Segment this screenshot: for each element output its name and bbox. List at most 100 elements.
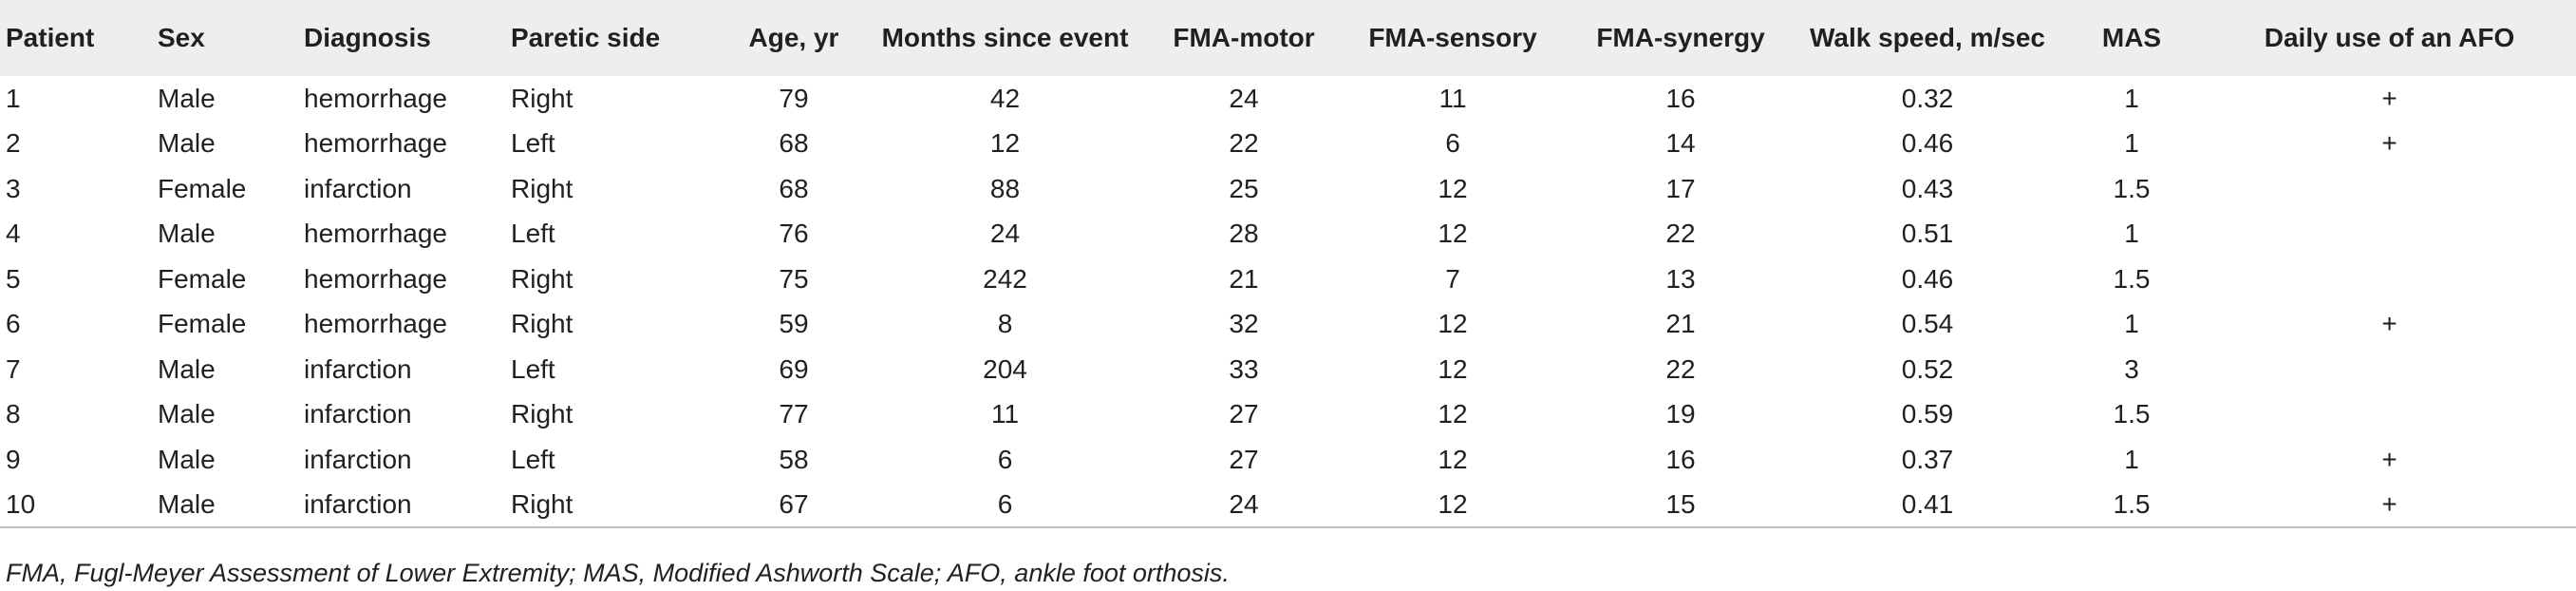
col-header-patient: Patient (6, 23, 95, 52)
cell-fma-motor: 25 (1229, 173, 1259, 203)
cell-fma-sensory: 12 (1438, 353, 1468, 384)
cell-patient: 2 (6, 128, 21, 159)
cell-mas: 1 (2124, 219, 2139, 249)
cell-walk-speed: 0.52 (1901, 353, 1954, 384)
cell-fma-synergy: 15 (1567, 482, 1795, 528)
cell-sex: Female (158, 263, 247, 294)
cell-mas: 1 (2124, 128, 2139, 159)
table-row: 9 Male infarction Left 58 6 27 12 16 0.3… (0, 437, 2576, 483)
cell-mas: 3 (2124, 353, 2139, 384)
cell-fma-motor: 22 (1229, 128, 1259, 159)
cell-age: 79 (779, 83, 809, 113)
cell-diagnosis: infarction (304, 173, 412, 203)
cell-fma-motor: 21 (1229, 263, 1259, 294)
cell-mas: 1 (2124, 309, 2139, 339)
cell-sex: Male (158, 444, 216, 474)
cell-patient: 4 (6, 219, 21, 249)
cell-fma-sensory: 12 (1438, 444, 1468, 474)
cell-fma-motor: 32 (1229, 309, 1259, 339)
cell-fma-synergy: 17 (1665, 173, 1696, 203)
cell-daily-afo-use (2203, 347, 2576, 392)
col-header-sex: Sex (158, 23, 205, 52)
cell-fma-synergy: 21 (1665, 309, 1696, 339)
table-body: 1 Male hemorrhage Right 79 42 24 11 16 0… (0, 76, 2576, 528)
cell-sex: Male (158, 482, 304, 528)
cell-daily-afo-use (2203, 212, 2576, 257)
cell-fma-synergy: 22 (1665, 353, 1696, 384)
cell-sex: Female (158, 309, 247, 339)
cell-diagnosis: infarction (304, 353, 412, 384)
cell-paretic-side: Right (511, 263, 573, 294)
cell-daily-afo-use: + (2381, 444, 2397, 474)
col-header-months-since-event: Months since event (881, 23, 1129, 52)
table-row: 10 Male infarction Right 67 6 24 12 15 0… (0, 482, 2576, 528)
cell-age: 68 (779, 173, 809, 203)
table-header: Patient Sex Diagnosis Paretic side Age, … (0, 0, 2576, 76)
cell-sex: Male (158, 219, 216, 249)
cell-sex: Male (158, 399, 216, 429)
cell-sex: Male (158, 128, 216, 159)
cell-fma-sensory: 11 (1438, 83, 1467, 113)
col-header-fma-sensory: FMA-sensory (1368, 23, 1537, 52)
cell-paretic-side: Left (511, 128, 555, 159)
cell-walk-speed: 0.32 (1901, 83, 1954, 113)
cell-mas: 1.5 (2113, 399, 2151, 429)
cell-age: 69 (779, 353, 809, 384)
cell-diagnosis: hemorrhage (304, 219, 447, 249)
cell-months-since-event: 88 (989, 173, 1021, 203)
col-header-age: Age, yr (748, 23, 839, 52)
cell-fma-sensory: 6 (1445, 128, 1460, 159)
cell-patient: 5 (6, 263, 21, 294)
cell-months-since-event: 42 (989, 83, 1021, 113)
cell-mas: 1 (2124, 83, 2139, 113)
col-header-mas: MAS (2101, 23, 2162, 52)
cell-daily-afo-use (2203, 257, 2576, 302)
header-row: Patient Sex Diagnosis Paretic side Age, … (0, 0, 2576, 76)
table-row: 6 Female hemorrhage Right 59 8 32 12 21 … (0, 302, 2576, 348)
cell-daily-afo-use: + (2381, 83, 2397, 113)
cell-daily-afo-use: + (2203, 482, 2576, 528)
cell-months-since-event: 8 (997, 309, 1013, 339)
cell-diagnosis: hemorrhage (304, 263, 447, 294)
cell-mas: 1 (2124, 444, 2139, 474)
cell-mas: 1.5 (2113, 263, 2151, 294)
cell-patient: 3 (6, 173, 21, 203)
cell-patient: 6 (6, 309, 21, 339)
cell-months-since-event: 6 (861, 482, 1149, 528)
cell-age: 58 (779, 444, 809, 474)
cell-fma-synergy: 14 (1665, 128, 1696, 159)
cell-fma-synergy: 16 (1665, 83, 1696, 113)
cell-fma-sensory: 12 (1339, 482, 1567, 528)
table-row: 4 Male hemorrhage Left 76 24 28 12 22 0.… (0, 212, 2576, 257)
cell-daily-afo-use (2203, 166, 2576, 212)
cell-months-since-event: 11 (990, 399, 1020, 429)
cell-fma-motor: 27 (1229, 444, 1259, 474)
cell-fma-sensory: 7 (1445, 263, 1460, 294)
cell-walk-speed: 0.43 (1901, 173, 1954, 203)
table-footnote: FMA, Fugl-Meyer Assessment of Lower Extr… (6, 559, 1230, 587)
cell-walk-speed: 0.59 (1901, 399, 1954, 429)
cell-months-since-event: 242 (983, 263, 1027, 294)
cell-fma-synergy: 22 (1665, 219, 1696, 249)
cell-fma-motor: 24 (1149, 482, 1339, 528)
cell-paretic-side: Right (511, 482, 726, 528)
cell-walk-speed: 0.51 (1901, 219, 1954, 249)
cell-sex: Male (158, 83, 216, 113)
table-row: 2 Male hemorrhage Left 68 12 22 6 14 0.4… (0, 122, 2576, 167)
table-row: 3 Female infarction Right 68 88 25 12 17… (0, 166, 2576, 212)
col-header-fma-motor: FMA-motor (1173, 23, 1315, 52)
cell-age: 77 (779, 399, 809, 429)
cell-age: 59 (779, 309, 809, 339)
cell-months-since-event: 24 (989, 219, 1021, 249)
cell-fma-synergy: 19 (1665, 399, 1696, 429)
cell-diagnosis: infarction (304, 482, 511, 528)
table-row: 5 Female hemorrhage Right 75 242 21 7 13… (0, 257, 2576, 302)
patient-characteristics-table: Patient Sex Diagnosis Paretic side Age, … (0, 0, 2576, 528)
cell-patient: 1 (6, 83, 21, 113)
cell-patient: 7 (6, 353, 21, 384)
cell-fma-synergy: 16 (1665, 444, 1696, 474)
cell-walk-speed: 0.46 (1901, 128, 1954, 159)
col-header-paretic-side: Paretic side (511, 23, 661, 52)
cell-months-since-event: 12 (989, 128, 1021, 159)
cell-sex: Male (158, 353, 216, 384)
